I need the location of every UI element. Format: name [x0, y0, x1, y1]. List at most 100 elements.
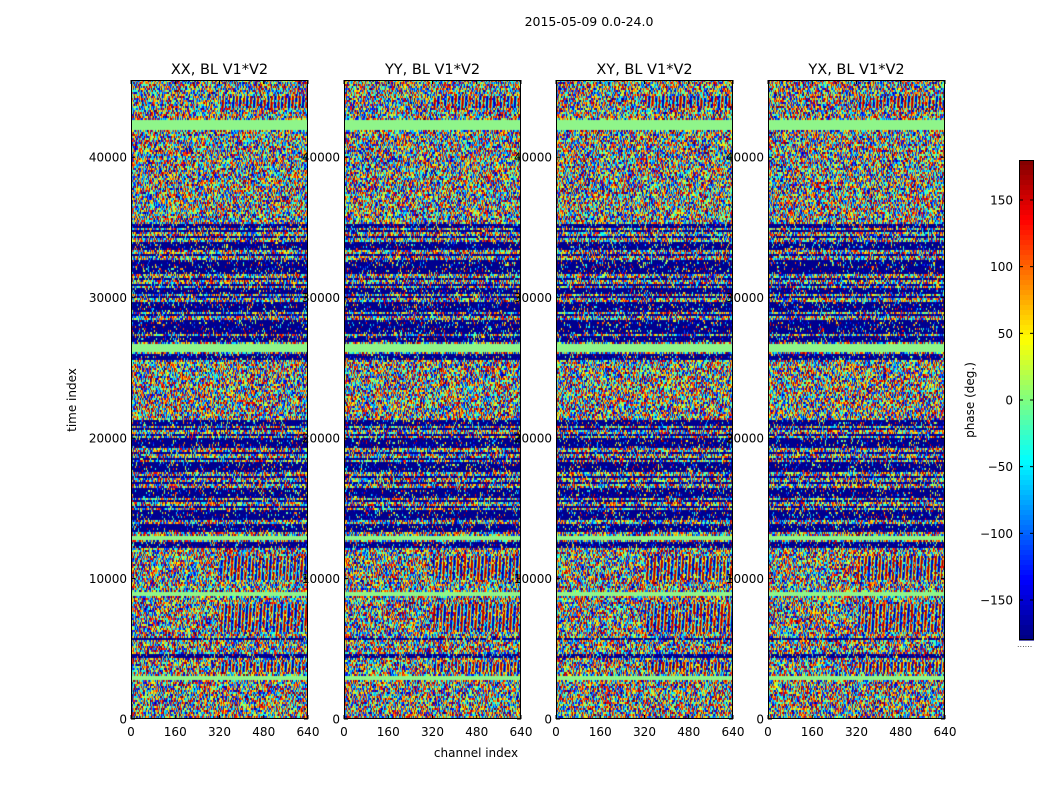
colorbar-step	[1019, 365, 1034, 371]
y-tick-label: 30000	[89, 291, 127, 305]
colorbar-step	[1019, 315, 1034, 321]
y-tick-label: 30000	[514, 291, 552, 305]
colorbar-step	[1019, 455, 1034, 461]
x-tick-label: 640	[510, 725, 533, 739]
colorbar-step	[1019, 375, 1034, 381]
x-tick-label: 160	[164, 725, 187, 739]
y-tick-label: 10000	[302, 572, 340, 586]
colorbar-step	[1019, 385, 1034, 391]
colorbar-step	[1019, 160, 1034, 166]
colorbar-step	[1019, 570, 1034, 576]
colorbar-step	[1019, 360, 1034, 366]
figure-suptitle: 2015-05-09 0.0-24.0	[525, 14, 654, 29]
colorbar-step	[1019, 420, 1034, 426]
colorbar-step	[1019, 270, 1034, 276]
colorbar-step	[1019, 285, 1034, 291]
colorbar-step	[1019, 430, 1034, 436]
colorbar-step	[1019, 475, 1034, 481]
x-tick-label: 640	[722, 725, 745, 739]
colorbar-step	[1019, 310, 1034, 316]
colorbar-step	[1019, 620, 1034, 626]
y-tick-label: 0	[119, 713, 127, 727]
colorbar-step	[1019, 580, 1034, 586]
colorbar-step	[1019, 485, 1034, 491]
colorbar-step	[1019, 205, 1034, 211]
colorbar-step	[1019, 255, 1034, 261]
colorbar-step	[1019, 530, 1034, 536]
colorbar-step	[1019, 215, 1034, 221]
colorbar-step	[1019, 415, 1034, 421]
x-tick-label: 480	[677, 725, 700, 739]
colorbar-step	[1019, 635, 1034, 641]
heatmap-4	[768, 80, 945, 719]
colorbar-step	[1019, 505, 1034, 511]
colorbar-step	[1019, 265, 1034, 271]
y-tick-label: 0	[544, 713, 552, 727]
colorbar-step	[1019, 460, 1034, 466]
colorbar-footnote: ......	[1017, 640, 1032, 649]
colorbar-step	[1019, 175, 1034, 181]
panel-2: YY, BL V1*V2 0 160 320 480 640 0 10000 20000 3000…	[302, 62, 533, 739]
colorbar-step	[1019, 320, 1034, 326]
colorbar-step	[1019, 275, 1034, 281]
colorbar-step	[1019, 465, 1034, 471]
x-tick-label: 0	[764, 725, 772, 739]
x-tick-label: 320	[633, 725, 656, 739]
panel-title: XX, BL V1*V2	[171, 62, 268, 78]
colorbar-step	[1019, 630, 1034, 636]
colorbar-step	[1019, 440, 1034, 446]
colorbar-step	[1019, 425, 1034, 431]
colorbar-step	[1019, 450, 1034, 456]
colorbar-step	[1019, 200, 1034, 206]
colorbar-tick-label: −50	[988, 460, 1013, 474]
colorbar-step	[1019, 195, 1034, 201]
x-tick-label: 320	[845, 725, 868, 739]
colorbar-step	[1019, 510, 1034, 516]
colorbar-step	[1019, 290, 1034, 296]
y-tick-label: 20000	[302, 432, 340, 446]
y-tick-label: 40000	[302, 151, 340, 165]
colorbar-tick-label: 50	[998, 327, 1013, 341]
x-tick-label: 160	[589, 725, 612, 739]
colorbar: 150 100 50 0 −50 −100 −150 phase (deg.)......	[963, 160, 1034, 649]
colorbar-step	[1019, 595, 1034, 601]
colorbar-step	[1019, 330, 1034, 336]
colorbar-step	[1019, 480, 1034, 486]
colorbar-step	[1019, 470, 1034, 476]
colorbar-step	[1019, 410, 1034, 416]
x-tick-label: 320	[421, 725, 444, 739]
colorbar-step	[1019, 305, 1034, 311]
colorbar-step	[1019, 575, 1034, 581]
colorbar-tick-label: −150	[980, 594, 1013, 608]
x-tick-label: 480	[465, 725, 488, 739]
colorbar-step	[1019, 550, 1034, 556]
colorbar-step	[1019, 170, 1034, 176]
heatmap-2	[344, 80, 521, 719]
colorbar-step	[1019, 225, 1034, 231]
colorbar-step	[1019, 240, 1034, 246]
colorbar-tick-label: 100	[990, 260, 1013, 274]
x-tick-label: 320	[208, 725, 231, 739]
colorbar-step	[1019, 180, 1034, 186]
y-tick-label: 20000	[726, 432, 764, 446]
y-tick-label: 40000	[514, 151, 552, 165]
colorbar-step	[1019, 490, 1034, 496]
colorbar-step	[1019, 435, 1034, 441]
colorbar-step	[1019, 590, 1034, 596]
x-tick-label: 640	[297, 725, 320, 739]
colorbar-step	[1019, 230, 1034, 236]
y-tick-label: 20000	[89, 432, 127, 446]
panel-3: XY, BL V1*V2 0 160 320 480 640 0 10000 20000 3000…	[514, 62, 745, 739]
y-tick-label: 20000	[514, 432, 552, 446]
colorbar-step	[1019, 445, 1034, 451]
colorbar-step	[1019, 380, 1034, 386]
colorbar-step	[1019, 350, 1034, 356]
colorbar-tick-label: 0	[1005, 394, 1013, 408]
colorbar-step	[1019, 520, 1034, 526]
colorbar-step	[1019, 405, 1034, 411]
colorbar-step	[1019, 335, 1034, 341]
panel-title: YY, BL V1*V2	[384, 62, 480, 78]
y-tick-label: 40000	[726, 151, 764, 165]
x-tick-label: 160	[801, 725, 824, 739]
colorbar-step	[1019, 300, 1034, 306]
